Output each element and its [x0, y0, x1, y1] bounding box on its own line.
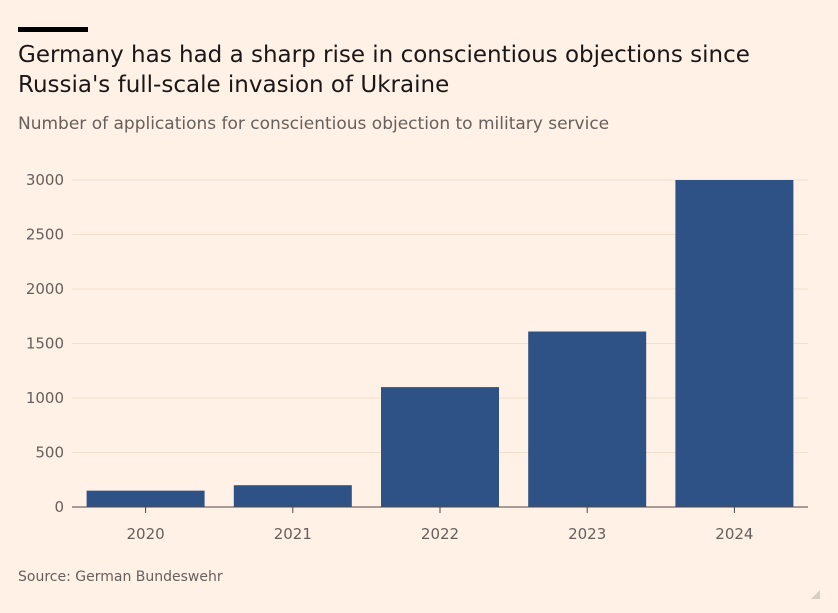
- bar-2021: [233, 485, 352, 507]
- y-tick-label: 0: [54, 498, 64, 516]
- x-tick-label: 2023: [568, 525, 606, 543]
- y-axis: 0 500 1000 1500 2000 2500 3000: [26, 171, 64, 516]
- bar-2023: [528, 331, 647, 507]
- resize-corner-icon: [811, 590, 820, 599]
- y-tick-label: 2000: [26, 280, 64, 298]
- y-tick-label: 500: [35, 444, 64, 462]
- chart-title: Germany has had a sharp rise in conscien…: [18, 40, 818, 100]
- y-tick-label: 2500: [26, 226, 64, 244]
- y-tick-label: 1500: [26, 335, 64, 353]
- chart-subtitle: Number of applications for conscientious…: [18, 114, 610, 134]
- bar-2020: [86, 490, 205, 507]
- x-tick-label: 2020: [127, 525, 165, 543]
- x-tick-label: 2021: [274, 525, 312, 543]
- x-tick-label: 2022: [421, 525, 459, 543]
- bars: [86, 180, 794, 507]
- source-note: Source: German Bundeswehr: [18, 569, 223, 585]
- chart-title-line-2: Russia's full-scale invasion of Ukraine: [18, 72, 450, 98]
- x-tick-label: 2024: [715, 525, 753, 543]
- bar-2022: [381, 387, 499, 507]
- x-axis: 2020 2021 2022 2023 2024: [72, 506, 808, 543]
- y-tick-label: 1000: [26, 389, 64, 407]
- bar-2024: [675, 180, 794, 507]
- header-accent-rule: [18, 27, 88, 32]
- y-tick-label: 3000: [26, 171, 64, 189]
- chart-title-line-1: Germany has had a sharp rise in conscien…: [18, 42, 750, 68]
